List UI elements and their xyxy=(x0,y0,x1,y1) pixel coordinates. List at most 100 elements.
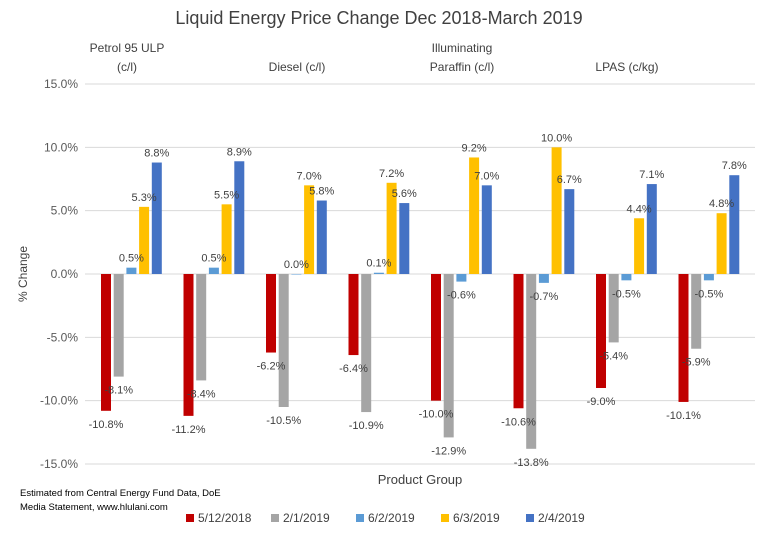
bar xyxy=(431,274,441,401)
data-label: -11.2% xyxy=(171,424,205,436)
data-label: 5.6% xyxy=(392,188,417,200)
legend-label: 2/1/2019 xyxy=(283,511,330,525)
bar xyxy=(646,184,657,274)
data-label: -5.4% xyxy=(599,350,628,362)
data-label: 7.8% xyxy=(722,160,747,172)
legend-swatch xyxy=(526,514,534,522)
bar xyxy=(196,274,207,381)
source-note: Estimated from Central Energy Fund Data,… xyxy=(20,488,221,513)
legend-label: 6/3/2019 xyxy=(453,511,500,525)
bar xyxy=(703,274,714,281)
bar xyxy=(443,274,454,438)
bar xyxy=(456,274,467,282)
bar xyxy=(316,200,327,274)
bar xyxy=(621,274,632,281)
bar xyxy=(266,274,276,353)
bar xyxy=(183,274,194,416)
data-label: -12.9% xyxy=(431,445,466,457)
data-label: -10.0% xyxy=(419,409,454,421)
bar xyxy=(526,274,537,449)
data-label: 8.8% xyxy=(144,148,169,160)
y-tick-label: 15.0% xyxy=(44,77,78,91)
chart-title: Liquid Energy Price Change Dec 2018-Marc… xyxy=(175,8,582,28)
data-label: -0.5% xyxy=(612,288,641,300)
legend-label: 6/2/2019 xyxy=(368,511,415,525)
y-tick-label: 5.0% xyxy=(51,204,79,218)
legend-swatch xyxy=(186,514,194,522)
bar xyxy=(373,272,384,274)
bar xyxy=(399,203,410,274)
data-label: 5.8% xyxy=(309,186,334,198)
legend-swatch xyxy=(271,514,279,522)
data-label: 4.4% xyxy=(627,203,652,215)
x-axis-label: Product Group xyxy=(378,472,463,487)
legend-label: 5/12/2018 xyxy=(198,511,252,525)
bar xyxy=(348,274,359,356)
data-label: 8.9% xyxy=(227,146,252,158)
data-label: 4.8% xyxy=(709,198,734,210)
data-label: -10.8% xyxy=(89,419,124,431)
bar xyxy=(634,218,645,274)
data-label: -10.6% xyxy=(501,416,536,428)
y-axis-label: % Change xyxy=(16,246,30,302)
data-label: -5.9% xyxy=(682,357,711,369)
data-label: 0.0% xyxy=(284,259,309,271)
bar xyxy=(729,175,740,274)
data-label: -8.4% xyxy=(187,388,216,400)
group-header-paraffin: Illuminating Paraffin (c/l) xyxy=(429,41,495,74)
y-tick-label: -5.0% xyxy=(47,330,79,344)
bar xyxy=(551,147,562,274)
bar xyxy=(139,206,150,274)
data-label: -9.0% xyxy=(587,396,616,408)
bar xyxy=(291,274,302,275)
bar xyxy=(481,185,492,274)
data-label: 0.5% xyxy=(119,253,144,265)
data-label: -0.7% xyxy=(530,291,559,303)
y-tick-label: -10.0% xyxy=(40,394,78,408)
data-label: 7.0% xyxy=(474,170,499,182)
data-label: -6.4% xyxy=(339,363,368,375)
bar xyxy=(678,274,689,402)
bar xyxy=(596,274,606,388)
data-label: -10.5% xyxy=(266,415,301,427)
bar xyxy=(304,185,315,274)
data-label: -13.8% xyxy=(514,457,549,469)
bar xyxy=(101,274,111,411)
group-header-petrol: Petrol 95 ULP (c/l) xyxy=(89,41,165,74)
bar xyxy=(278,274,289,407)
data-label: 7.0% xyxy=(297,170,322,182)
legend-swatch xyxy=(356,514,364,522)
bar xyxy=(386,182,397,274)
bar xyxy=(208,267,219,274)
y-tick-label: 0.0% xyxy=(51,267,79,281)
bar xyxy=(221,204,232,274)
bar xyxy=(113,274,124,377)
data-label: -8.1% xyxy=(104,385,133,397)
y-tick-label: 10.0% xyxy=(44,140,78,154)
bar xyxy=(538,274,549,283)
y-tick-label: -15.0% xyxy=(40,457,78,471)
data-label: -10.9% xyxy=(349,420,384,432)
legend-swatch xyxy=(441,514,449,522)
data-label: 5.3% xyxy=(132,192,157,204)
data-label: -6.2% xyxy=(257,361,286,373)
group-header-lpas: LPAS (c/kg) xyxy=(595,60,659,74)
data-label: 0.1% xyxy=(366,258,391,270)
data-label: 7.1% xyxy=(639,169,664,181)
data-label: 7.2% xyxy=(379,168,404,180)
bar xyxy=(716,213,727,274)
data-label: 9.2% xyxy=(462,142,487,154)
bar xyxy=(126,267,137,274)
group-header-diesel: Diesel (c/l) xyxy=(268,60,326,74)
data-label: -0.5% xyxy=(695,288,724,300)
bar xyxy=(469,157,480,274)
bar xyxy=(608,274,619,343)
bar xyxy=(691,274,702,349)
bar xyxy=(234,161,245,274)
data-label: -10.1% xyxy=(666,410,701,422)
bar xyxy=(564,189,575,274)
data-label: 6.7% xyxy=(557,174,582,186)
bar xyxy=(361,274,372,413)
